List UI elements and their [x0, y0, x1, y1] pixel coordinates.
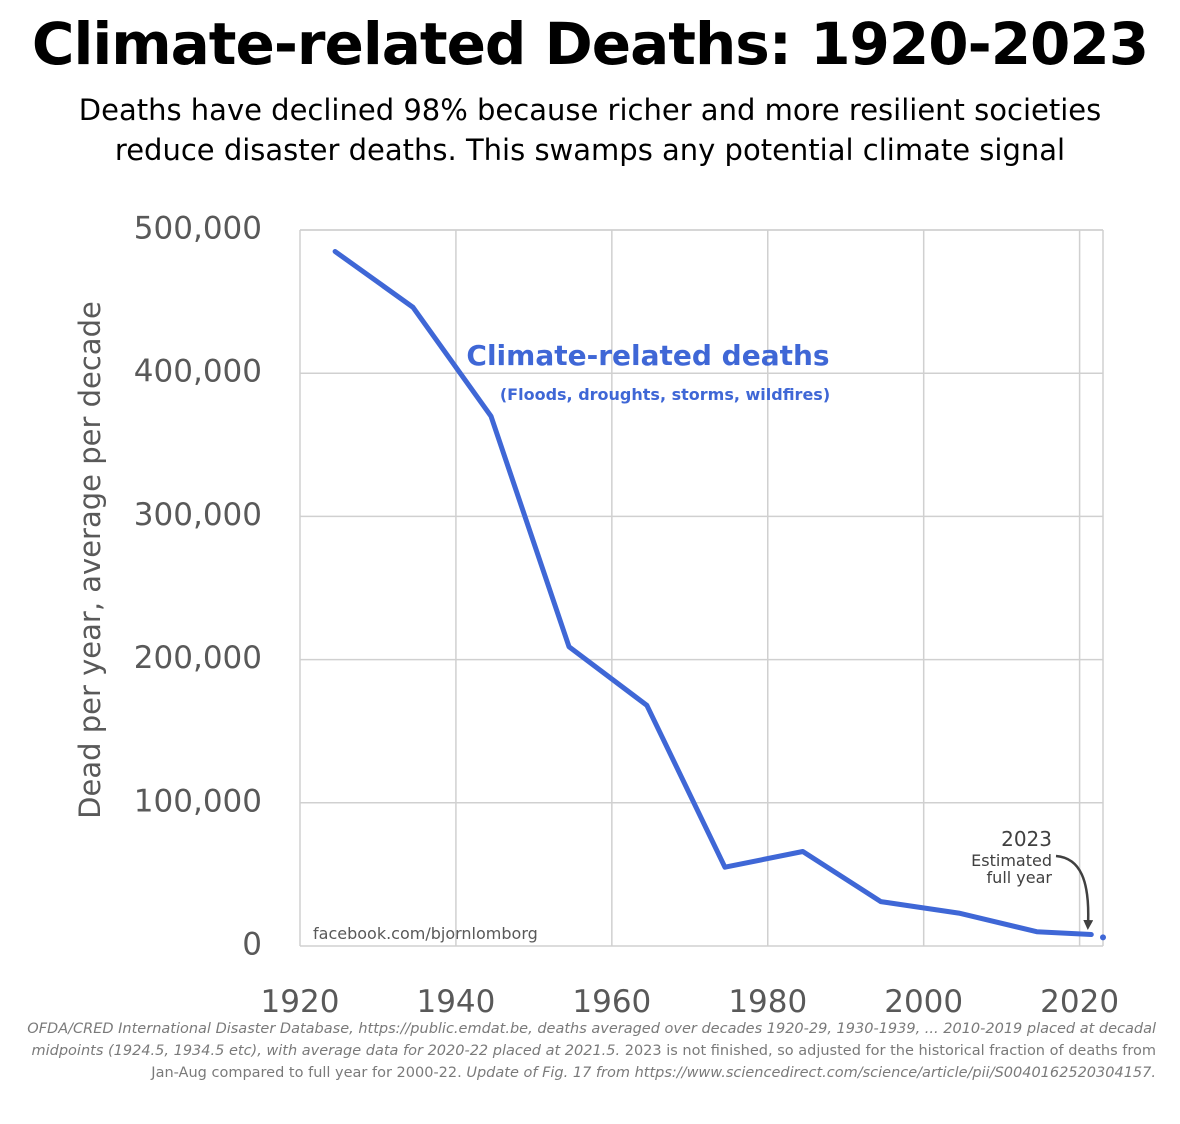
series-label: Climate-related deaths: [466, 339, 829, 372]
y-axis: 0 100,000 200,000 300,000 400,000 500,000: [134, 211, 262, 963]
y-tick-label: 300,000: [134, 497, 262, 533]
series-sublabel: (Floods, droughts, storms, wildfires): [500, 385, 830, 404]
subtitle-line-2: reduce disaster deaths. This swamps any …: [114, 133, 1066, 167]
annotation-year: 2023: [1001, 827, 1052, 851]
source-part-1: OFDA/CRED International Disaster Databas…: [27, 1021, 1156, 1059]
annotation-arrow-icon: [1055, 854, 1094, 930]
watermark-text: facebook.com/bjornlomborg: [313, 924, 538, 943]
series: [332, 249, 1106, 941]
estimate-point: [1100, 934, 1106, 941]
annotation-line2: full year: [987, 868, 1053, 887]
x-tick-label: 1920: [261, 984, 340, 1020]
source-note: OFDA/CRED International Disaster Databas…: [20, 1018, 1156, 1084]
x-axis: 1920 1940 1960 1980 2000 2020: [261, 984, 1120, 1020]
y-tick-label: 200,000: [134, 640, 262, 676]
source-part-3: Update of Fig. 17 from https://www.scien…: [461, 1065, 1156, 1081]
chart-subtitle: Deaths have declined 98% because richer …: [0, 90, 1180, 170]
grid: [299, 229, 1104, 947]
source-part-2: 2023 is not finished, so adjusted for th…: [151, 1043, 1156, 1081]
y-tick-label: 500,000: [134, 211, 262, 247]
x-tick-label: 2000: [884, 984, 963, 1020]
annotation-line1: Estimated: [971, 851, 1052, 870]
x-tick-label: 1980: [728, 984, 807, 1020]
x-tick-label: 2020: [1040, 984, 1119, 1020]
subtitle-line-1: Deaths have declined 98% because richer …: [78, 93, 1102, 127]
x-tick-label: 1960: [572, 984, 651, 1020]
chart-title: Climate-related Deaths: 1920-2023: [31, 10, 1149, 78]
y-tick-label: 100,000: [134, 783, 262, 819]
y-axis-label: Dead per year, average per decade: [73, 301, 107, 819]
x-tick-label: 1940: [416, 984, 495, 1020]
y-tick-label: 0: [242, 927, 262, 963]
y-tick-label: 400,000: [134, 354, 262, 390]
estimate-annotation: 2023 Estimated full year: [971, 827, 1094, 930]
